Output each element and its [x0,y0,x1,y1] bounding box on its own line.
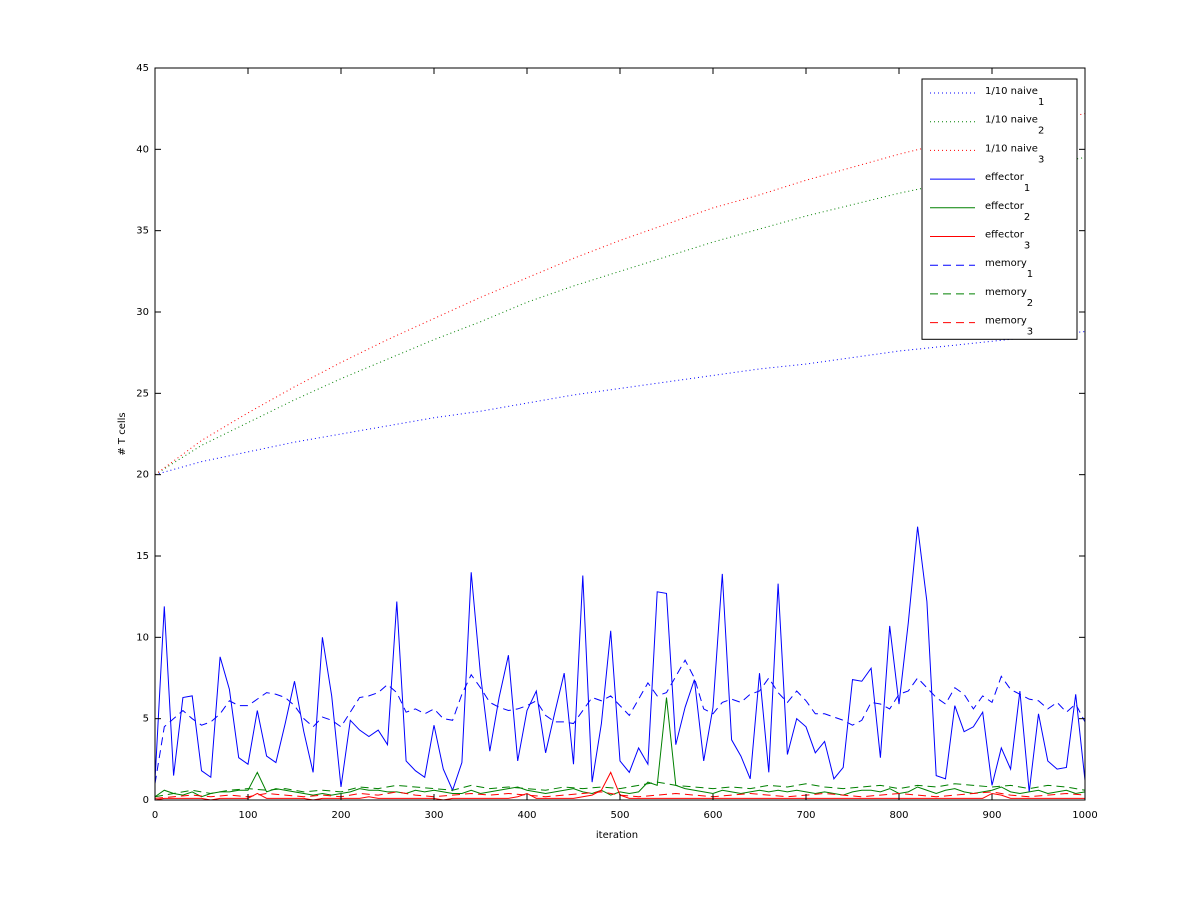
x-axis-label: iteration [596,830,638,841]
y-tick-label: 25 [136,388,149,399]
x-tick-label: 900 [982,810,1001,821]
y-tick-label: 5 [143,714,149,725]
legend-label: memory2 [985,287,1033,309]
legend-name: memory [985,287,1027,298]
x-tick-label: 300 [424,810,443,821]
y-tick-label: 20 [136,470,149,481]
y-tick-label: 15 [136,551,149,562]
legend-label: 1/10 naive1 [985,86,1044,108]
x-tick-label: 1000 [1072,810,1097,821]
y-tick-label: 30 [136,307,149,318]
legend-label: memory3 [985,316,1033,338]
legend-label: 1/10 naive3 [985,143,1044,165]
y-tick-label: 10 [136,632,149,643]
legend-subscript: 2 [1027,298,1033,309]
series-line [154,697,1086,798]
legend-label: effector3 [985,230,1030,252]
x-tick-label: 0 [152,810,158,821]
legend-label: memory1 [985,258,1033,280]
legend-name: 1/10 naive [985,115,1038,126]
x-tick-label: 200 [331,810,350,821]
legend-subscript: 1 [1038,97,1044,108]
x-tick-label: 800 [889,810,908,821]
legend-name: effector [985,201,1025,212]
legend-name: effector [985,172,1025,183]
legend-subscript: 3 [1024,241,1030,252]
x-tick-label: 100 [238,810,257,821]
x-tick-label: 500 [610,810,629,821]
y-tick-label: 40 [136,144,149,155]
legend-label: effector2 [985,201,1030,223]
x-tick-label: 400 [517,810,536,821]
y-tick-label: 45 [136,63,149,74]
legend-subscript: 3 [1038,154,1044,165]
legend-name: memory [985,258,1027,269]
legend-subscript: 2 [1038,126,1044,137]
y-tick-label: 35 [136,226,149,237]
legend-subscript: 1 [1027,269,1033,280]
series-line [154,659,1086,784]
series-line [154,526,1086,792]
x-tick-label: 600 [703,810,722,821]
y-axis-label: # T cells [117,412,128,455]
legend-box [921,78,1078,340]
legend-label: effector1 [985,172,1030,194]
legend-subscript: 2 [1024,212,1030,223]
legend-subscript: 1 [1024,183,1030,194]
legend-label: 1/10 naive2 [985,115,1044,137]
series-line [154,781,1086,798]
plot [154,113,1086,801]
series-line [154,156,1086,476]
x-tick-label: 700 [796,810,815,821]
legend-name: 1/10 naive [985,143,1038,154]
y-tick-label: 0 [143,795,149,806]
legend-name: memory [985,316,1027,327]
legend-subscript: 3 [1027,327,1033,338]
legend-name: 1/10 naive [985,86,1038,97]
legend-name: effector [985,230,1025,241]
